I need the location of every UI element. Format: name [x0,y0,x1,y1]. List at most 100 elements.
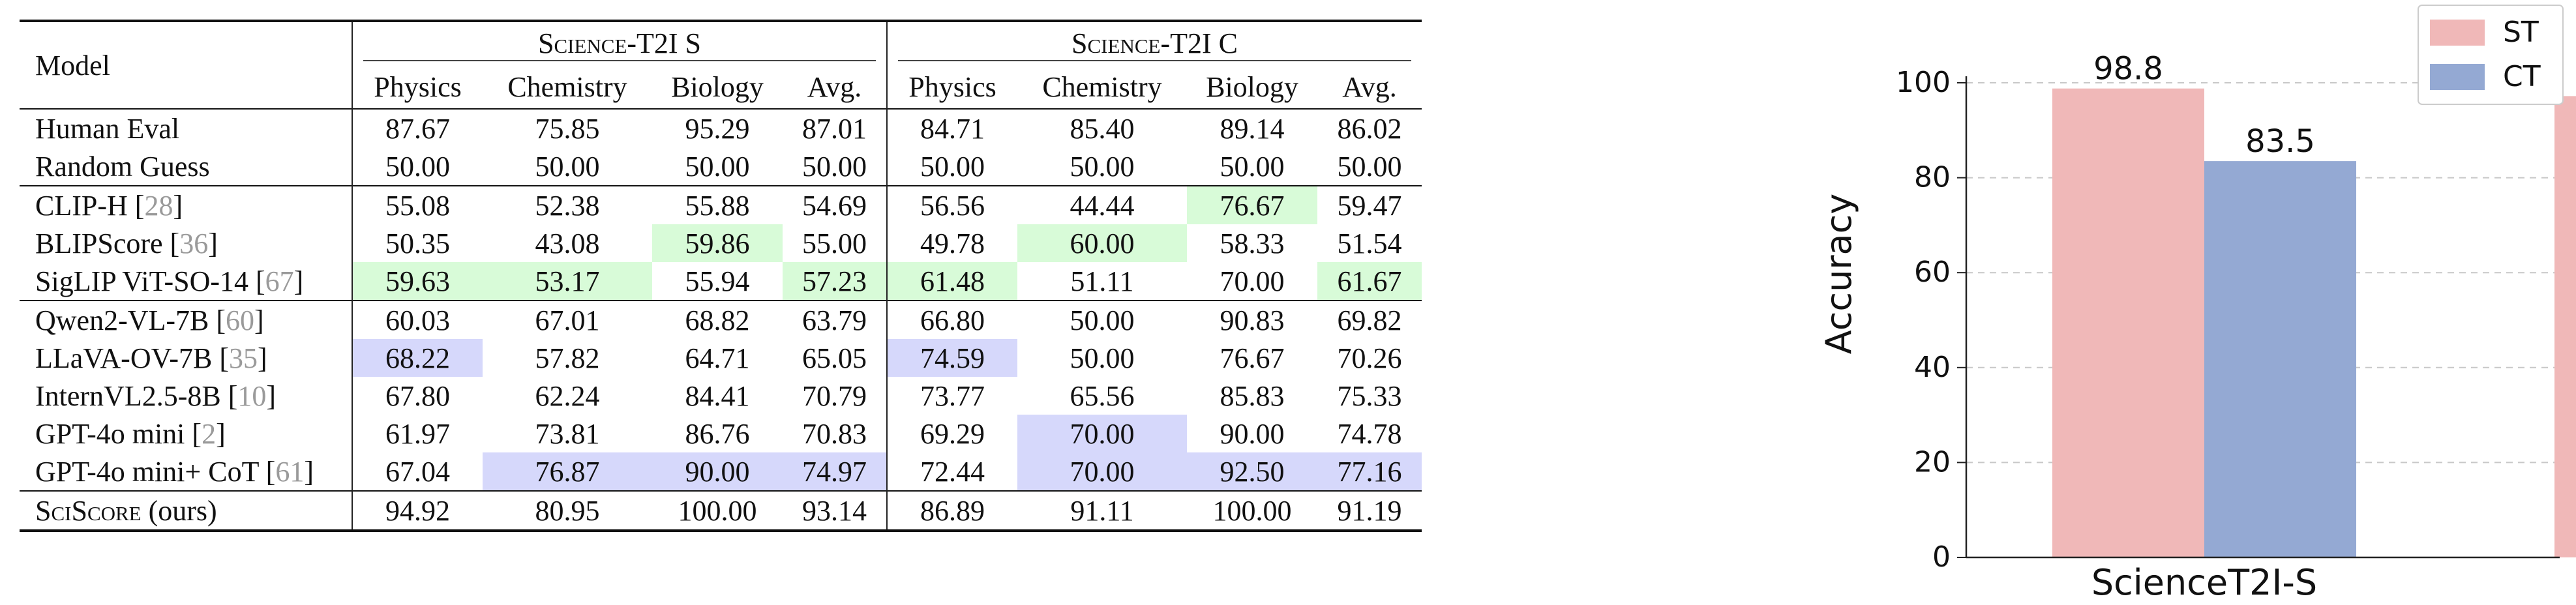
citation-bracket: ] [293,265,304,297]
score-cell: 89.14 [1220,112,1285,145]
score-cell: 59.86 [652,224,783,262]
score-cell: 50.00 [1220,150,1285,183]
model-name-text: InternVL2.5-8B [ [35,379,238,412]
score-cell: 50.00 [535,150,600,183]
col-header: Biology [1206,70,1298,103]
score-cell: 61.48 [886,262,1017,301]
score-cell: 68.82 [685,304,750,336]
results-table: Model Science-T2I S Science-T2I C Physic… [20,20,1422,532]
score-cell: 87.67 [352,109,483,147]
score-cell: 86.76 [685,417,750,450]
score-cell: 62.24 [535,379,600,412]
score-cell: 92.50 [1187,452,1317,491]
score-cell: 91.19 [1337,494,1402,527]
score-cell: 93.14 [802,494,867,527]
bar-ct [2204,161,2356,557]
model-name: SigLIP ViT-SO-14 [67] [20,262,352,301]
score-cell: 56.56 [886,186,1017,224]
score-cell: 49.78 [886,224,1017,262]
citation-bracket: ] [216,417,226,450]
y-tick-label: 60 [1914,256,1951,289]
model-name: CLIP-H [28] [20,186,352,224]
score-cell: 84.41 [685,379,750,412]
citation-bracket: ] [208,227,218,259]
score-cell: 61.97 [352,415,483,452]
score-cell: 55.00 [802,227,867,259]
score-cell: 90.00 [652,452,783,491]
bar-st [2052,88,2204,558]
model-name-text: GPT-4o mini+ CoT [ [35,455,276,488]
score-cell: 64.71 [685,342,750,374]
score-cell: 61.67 [1317,262,1422,301]
citation-ref: 10 [237,379,267,412]
legend-swatch-ct [2430,64,2485,90]
model-name-text: Random Guess [35,150,210,183]
bar-value-label: 98.8 [2093,51,2163,87]
score-cell: 55.94 [685,265,750,297]
results-table-body: Human Eval 87.67 75.85 95.29 87.01 84.71 85.40… [20,109,1422,531]
score-cell: 76.87 [483,452,652,491]
score-cell: 50.00 [352,147,483,186]
score-cell: 50.00 [1070,342,1135,374]
col-header: Avg. [807,70,862,103]
score-cell: 55.08 [352,186,483,224]
table-row: Random Guess 50.00 50.00 50.00 50.00 50.00 50.… [20,147,1422,186]
table-row: InternVL2.5-8B [10] 67.80 62.24 84.41 70.79 7… [20,377,1422,415]
table-row: Qwen2-VL-7B [60] 60.03 67.01 68.82 63.79 66.8… [20,301,1422,339]
score-cell: 50.35 [352,224,483,262]
model-name: SciScore (ours) [20,491,352,531]
citation-ref: 67 [265,265,294,297]
score-cell: 100.00 [678,494,757,527]
score-cell: 86.02 [1337,112,1402,145]
score-cell: 90.00 [1220,417,1285,450]
score-cell: 80.95 [535,494,600,527]
col-header: Physics [886,65,1017,109]
score-cell: 60.00 [1017,224,1187,262]
score-cell: 55.88 [685,189,750,222]
group-header-c: Science-T2I C [886,21,1422,65]
score-cell: 66.80 [886,301,1017,339]
score-cell: 94.92 [352,491,483,531]
score-cell: 70.00 [1017,415,1187,452]
group-header-c-label: Science-T2I C [898,27,1411,61]
col-header: Chemistry [1042,70,1162,103]
legend-swatch-st [2430,20,2485,46]
score-cell: 74.59 [886,339,1017,377]
score-cell: 70.79 [802,379,867,412]
model-name: BLIPScore [36] [20,224,352,262]
score-cell: 63.79 [802,304,867,336]
score-cell: 58.33 [1220,227,1285,259]
score-cell: 44.44 [1070,189,1135,222]
table-row: BLIPScore [36] 50.35 43.08 59.86 55.00 49.78 6… [20,224,1422,262]
table-row: Human Eval 87.67 75.85 95.29 87.01 84.71 85.40… [20,109,1422,147]
score-cell: 69.29 [886,415,1017,452]
y-axis-title: Accuracy [1818,194,1859,355]
table-row: GPT-4o mini+ CoT [61] 67.04 76.87 90.00 74.9… [20,452,1422,491]
score-cell: 54.69 [802,189,867,222]
model-name: GPT-4o mini [2] [20,415,352,452]
bar-st [2554,96,2576,557]
score-cell: 50.00 [1070,150,1135,183]
group-header-s: Science-T2I S [352,21,887,65]
score-cell: 70.83 [802,417,867,450]
score-cell: 67.04 [352,452,483,491]
score-cell: 95.29 [685,112,750,145]
score-cell: 51.54 [1337,227,1402,259]
model-name-text: BLIPScore [ [35,227,180,259]
score-cell: 50.00 [886,147,1017,186]
score-cell: 85.40 [1070,112,1135,145]
score-cell: 86.89 [886,491,1017,531]
accuracy-bar-chart: 02040608010098.883.5ScienceT2I-S97.280.7… [1818,5,2576,603]
model-name: GPT-4o mini+ CoT [61] [20,452,352,491]
model-column-header: Model [35,49,110,81]
score-cell: 68.22 [352,339,483,377]
score-cell: 67.01 [535,304,600,336]
citation-ref: 2 [202,417,217,450]
citation-bracket: ] [304,455,314,488]
score-cell: 73.81 [535,417,600,450]
score-cell: 43.08 [535,227,600,259]
score-cell: 100.00 [1212,494,1292,527]
score-cell: 84.71 [886,109,1017,147]
citation-bracket: ] [257,342,267,374]
col-header: Physics [352,65,483,109]
